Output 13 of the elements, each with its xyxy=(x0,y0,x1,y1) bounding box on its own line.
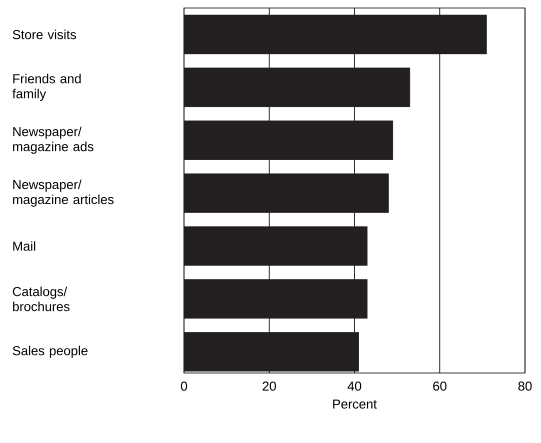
y-tick-label: Catalogs/ brochures xyxy=(12,286,70,312)
y-tick-label: Sales people xyxy=(12,346,88,358)
y-tick-label: Newspaper/ magazine ads xyxy=(13,126,94,154)
x-axis-title: Percent xyxy=(333,400,377,409)
x-tick-label: 80 xyxy=(518,382,532,391)
x-tick-label: 20 xyxy=(262,382,276,391)
y-tick-label: Friends and family xyxy=(12,74,81,101)
y-tick-label: Mail xyxy=(13,241,36,251)
x-tick-label: 0 xyxy=(180,382,188,391)
y-tick-label: Store visits xyxy=(12,30,76,40)
y-tick-label: Newspaper/ magazine articles xyxy=(13,180,114,207)
x-tick-label: 40 xyxy=(348,382,362,391)
x-tick-label: 60 xyxy=(433,382,446,391)
